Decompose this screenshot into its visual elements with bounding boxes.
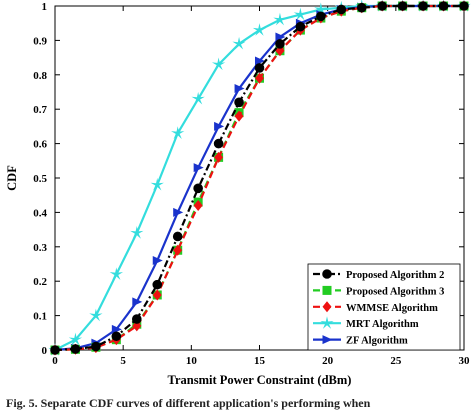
data-point <box>89 308 103 322</box>
data-point <box>254 63 265 73</box>
legend-entry: Proposed Algorithm 2 <box>313 269 444 281</box>
data-point <box>234 97 244 108</box>
figure-caption: Fig. 5. Separate CDF curves of different… <box>6 396 371 410</box>
y-tick-label: 0.7 <box>33 104 47 116</box>
y-tick-label: 1 <box>42 1 48 13</box>
data-point <box>459 1 469 11</box>
data-point <box>214 151 224 163</box>
y-tick-label: 0.4 <box>33 207 47 219</box>
data-point <box>152 279 163 290</box>
data-point <box>273 12 287 26</box>
x-axis-label: Transmit Power Constraint (dBm) <box>168 373 352 387</box>
data-point <box>109 267 124 280</box>
data-point <box>191 91 205 105</box>
data-point <box>275 39 285 49</box>
x-tick-label: 15 <box>254 355 266 367</box>
y-tick-label: 0.9 <box>33 35 47 47</box>
y-tick-label: 0.6 <box>33 139 47 151</box>
legend-entry: MRT Algorithm <box>313 316 419 330</box>
data-point <box>293 7 308 21</box>
data-point <box>68 332 83 346</box>
data-point <box>172 231 183 242</box>
data-point <box>397 1 408 11</box>
legend-marker <box>322 301 332 313</box>
y-tick-label: 0 <box>42 345 48 357</box>
data-point <box>232 36 246 50</box>
data-point <box>214 121 225 131</box>
data-point <box>295 21 306 32</box>
y-axis-label: CDF <box>5 165 19 191</box>
data-point <box>193 163 204 173</box>
y-tick-label: 0.5 <box>33 173 47 185</box>
data-point <box>152 256 163 266</box>
y-tick-label: 0.3 <box>33 242 47 254</box>
data-point <box>173 244 183 256</box>
x-tick-label: 20 <box>322 355 334 367</box>
y-tick-label: 0.8 <box>33 70 47 82</box>
data-point <box>193 183 203 194</box>
data-point <box>438 1 449 11</box>
data-point <box>252 23 267 36</box>
legend-marker <box>320 316 334 329</box>
data-point <box>211 57 226 71</box>
data-point <box>150 177 164 191</box>
legend: Proposed Algorithm 2 Proposed Algorithm 3… <box>307 263 461 351</box>
data-point <box>213 138 224 149</box>
data-point <box>234 84 245 94</box>
data-point <box>130 226 144 239</box>
data-point <box>255 56 265 66</box>
data-point <box>111 324 122 334</box>
data-point <box>336 4 347 15</box>
data-point <box>111 331 122 342</box>
data-point <box>316 11 326 22</box>
x-tick-label: 5 <box>120 355 126 367</box>
data-point <box>275 32 286 42</box>
y-tick-label: 0.2 <box>33 276 47 288</box>
data-point <box>255 72 264 84</box>
data-point <box>356 2 367 13</box>
data-point <box>193 200 203 212</box>
data-point <box>418 1 428 11</box>
legend-label: WMMSE Algorithm <box>346 303 438 314</box>
legend-entry: Proposed Algorithm 3 <box>313 285 444 297</box>
x-tick-label: 25 <box>390 355 402 367</box>
x-tick-label: 10 <box>186 355 198 367</box>
legend-label: Proposed Algorithm 2 <box>346 270 444 281</box>
legend-marker <box>322 285 332 295</box>
data-point <box>132 297 143 307</box>
axis-ticks: 0 5 10 15 20 25 30 0 0.1 0.2 0.3 0.4 0.5 0.6 0.7 0.8 0.9… <box>33 1 470 367</box>
y-tick-label: 0.1 <box>33 311 47 323</box>
series-layer <box>48 0 471 356</box>
x-tick-label: 0 <box>52 355 58 367</box>
cdf-chart: 0 5 10 15 20 25 30 0 0.1 0.2 0.3 0.4 0.5 0.6 0.7 0.8 0.9… <box>5 0 471 387</box>
data-point <box>132 314 142 324</box>
data-point <box>152 289 162 301</box>
data-point <box>50 345 60 355</box>
legend-entry: WMMSE Algorithm <box>313 301 438 314</box>
legend-label: ZF Algorithm <box>346 336 408 347</box>
data-point <box>314 2 328 16</box>
data-point <box>171 126 185 139</box>
data-point <box>234 110 244 122</box>
data-point <box>377 1 388 11</box>
data-point <box>91 341 101 352</box>
x-tick-label: 30 <box>459 355 471 367</box>
legend-label: Proposed Algorithm 3 <box>346 286 444 297</box>
legend-marker <box>322 269 332 279</box>
legend-box <box>307 263 461 351</box>
data-point <box>70 344 81 354</box>
legend-entry: ZF Algorithm <box>313 335 408 347</box>
legend-marker <box>322 335 333 345</box>
legend-label: MRT Algorithm <box>346 319 419 330</box>
data-point <box>173 207 184 217</box>
series-1 <box>50 1 469 355</box>
